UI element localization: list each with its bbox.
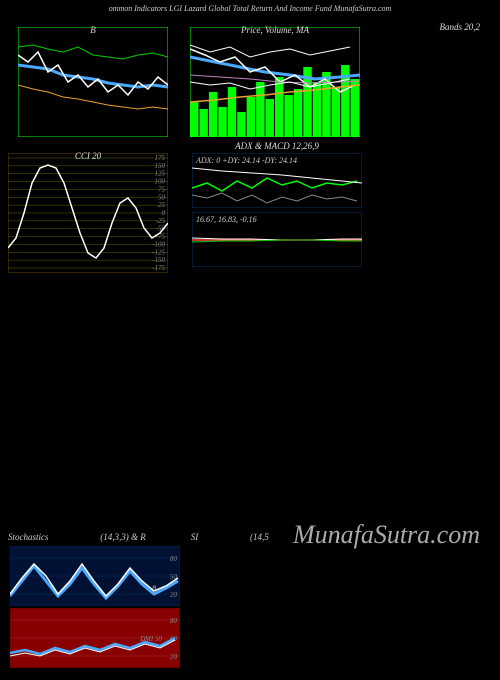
- adx-panel: ADX & MACD 12,26,9 ADX: 0 +DY: 24.14 -DY…: [192, 153, 362, 208]
- price-chart: [190, 27, 360, 137]
- svg-text:80: 80: [170, 617, 178, 625]
- svg-text:25: 25: [158, 201, 166, 209]
- page-header: ommon Indicators LGI Lazard Global Total…: [0, 0, 500, 17]
- price-title: Price, Volume, MA: [241, 25, 309, 35]
- svg-text:50: 50: [158, 193, 166, 201]
- rsi-chart: 805020DMI 50: [10, 608, 180, 668]
- cci-panel: CCI 20 1751501251007550250-25-50-75-100-…: [8, 153, 168, 273]
- svg-text:0: 0: [162, 209, 166, 217]
- svg-text:-150: -150: [152, 256, 165, 264]
- svg-text:75: 75: [158, 185, 166, 193]
- cci-chart: 1751501251007550250-25-50-75-100-125-150…: [8, 153, 168, 273]
- svg-text:-125: -125: [152, 248, 165, 256]
- macd-chart: 16.67, 16.83, -0.16: [192, 212, 362, 267]
- rsi-panel: 805020DMI 50: [10, 608, 486, 668]
- svg-text:20: 20: [170, 591, 178, 599]
- svg-text:-25: -25: [156, 217, 166, 225]
- svg-text:-100: -100: [152, 240, 165, 248]
- svg-text:-75: -75: [156, 233, 166, 241]
- svg-text:100: 100: [155, 178, 166, 186]
- svg-text:80: 80: [170, 555, 178, 563]
- svg-text:16.67, 16.83, -0.16: 16.67, 16.83, -0.16: [196, 215, 257, 224]
- macd-panel: 16.67, 16.83, -0.16: [192, 212, 362, 267]
- stoch-chart: 8050208: [10, 546, 180, 606]
- adx-title: ADX & MACD 12,26,9: [235, 141, 319, 151]
- bands-right-label: Bands 20,2: [440, 22, 481, 32]
- svg-text:125: 125: [155, 170, 166, 178]
- svg-text:-175: -175: [152, 264, 165, 272]
- price-panel: Price, Volume, MA: [190, 27, 360, 137]
- svg-text:175: 175: [155, 154, 166, 162]
- cci-title: CCI 20: [75, 151, 101, 161]
- svg-text:20: 20: [170, 653, 178, 661]
- bbands-title: B: [90, 25, 96, 35]
- adx-chart: ADX: 0 +DY: 24.14 -DY: 24.14: [192, 153, 362, 208]
- bbands-panel: B: [18, 27, 168, 137]
- stoch-title: Stochastics (14,3,3) & R SI (14,5 ): [8, 532, 488, 542]
- svg-text:150: 150: [155, 162, 166, 170]
- svg-text:ADX: 0 +DY: 24.14 -DY: 24.14: ADX: 0 +DY: 24.14 -DY: 24.14: [195, 156, 297, 165]
- bbands-chart: [18, 27, 168, 137]
- stoch-panel: 8050208: [10, 546, 486, 606]
